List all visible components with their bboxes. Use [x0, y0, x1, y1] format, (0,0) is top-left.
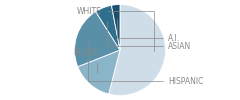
- Wedge shape: [96, 5, 120, 50]
- Wedge shape: [78, 50, 120, 94]
- Wedge shape: [109, 4, 165, 95]
- Text: A.I.: A.I.: [117, 19, 180, 43]
- Wedge shape: [112, 4, 120, 50]
- Wedge shape: [75, 12, 120, 67]
- Text: BLACK: BLACK: [73, 48, 98, 73]
- Text: HISPANIC: HISPANIC: [88, 42, 204, 86]
- Text: ASIAN: ASIAN: [108, 21, 191, 51]
- Text: WHITE: WHITE: [77, 7, 154, 52]
